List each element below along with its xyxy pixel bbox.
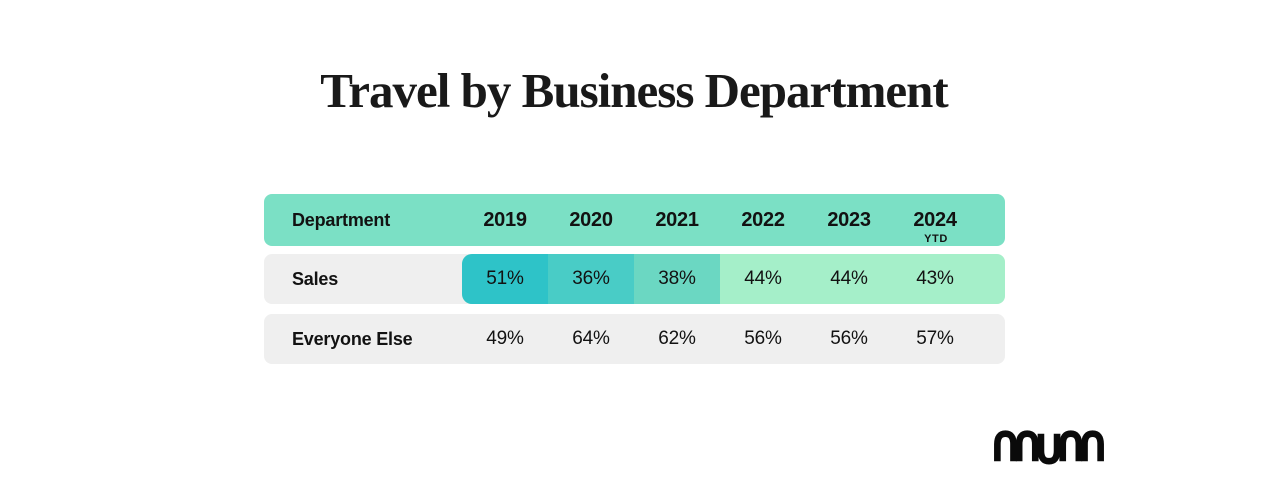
column-header-2019: 2019 — [483, 208, 527, 231]
table-row-sales: Sales 51% 36% 38% 44% 44% 43% — [264, 254, 1005, 304]
sales-2021-value: 38% — [634, 254, 720, 304]
column-header-2024: 2024 YTD — [892, 208, 978, 245]
row-label-sales: Sales — [292, 268, 339, 289]
sales-heat-strip: 51% 36% 38% 44% 44% 43% — [462, 254, 1005, 304]
everyone-else-2023-value: 56% — [830, 328, 868, 349]
column-header-2021: 2021 — [655, 208, 699, 231]
table-header-row: Department 2019 2020 2021 2022 2023 2024… — [264, 194, 1005, 246]
everyone-else-2020-value: 64% — [572, 328, 610, 349]
column-header-department: Department — [292, 209, 391, 230]
sales-2019-value: 51% — [462, 254, 548, 304]
sales-strip-filler — [978, 254, 1005, 304]
navan-logo: navan — [994, 430, 1104, 465]
sales-2024-value: 43% — [916, 268, 954, 289]
column-header-2023: 2023 — [827, 208, 871, 231]
everyone-else-filler — [978, 314, 1005, 364]
column-header-2022: 2022 — [741, 208, 785, 231]
ytd-label: YTD — [924, 232, 948, 245]
year-2024-label: 2024 — [913, 208, 957, 231]
sales-2022-value: 44% — [744, 268, 782, 289]
travel-by-department-table: Department 2019 2020 2021 2022 2023 2024… — [264, 194, 1005, 364]
sales-2023-value: 44% — [830, 268, 868, 289]
sales-2020-value: 36% — [548, 254, 634, 304]
header-filler — [978, 194, 1005, 246]
column-header-2020: 2020 — [569, 208, 613, 231]
page-title: Travel by Business Department — [320, 63, 949, 118]
everyone-else-2022-value: 56% — [744, 328, 782, 349]
everyone-else-2024-value: 57% — [916, 328, 954, 349]
row-label-everyone-else: Everyone Else — [292, 328, 413, 349]
everyone-else-2021-value: 62% — [658, 328, 696, 349]
everyone-else-2019-value: 49% — [486, 328, 524, 349]
table-row-everyone-else: Everyone Else 49% 64% 62% 56% 56% 57% — [264, 314, 1005, 364]
